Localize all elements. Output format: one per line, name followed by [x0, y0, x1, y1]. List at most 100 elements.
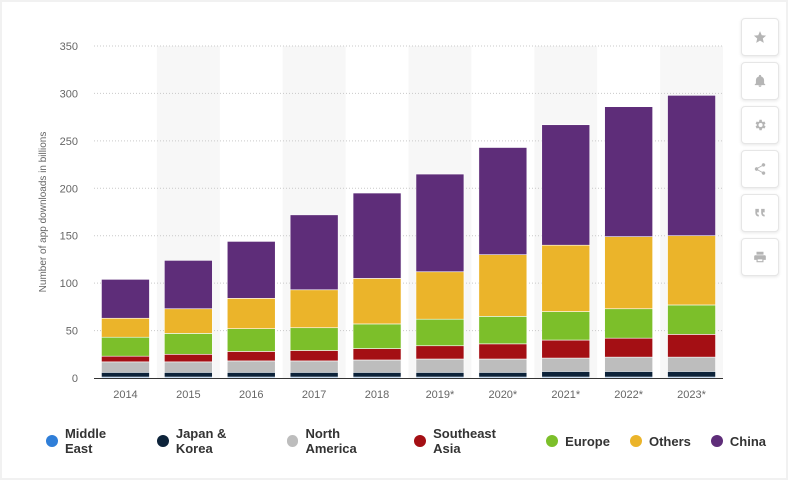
bar-segment-europe [478, 316, 528, 345]
legend-label: Southeast Asia [433, 426, 496, 456]
bar-segment-southeast-asia [352, 348, 402, 361]
legend: Middle East Japan & Korea North America Sou… [46, 426, 786, 456]
legend-item[interactable]: Southeast Asia [414, 426, 526, 456]
legend-item[interactable]: Middle East [46, 426, 137, 456]
cite-button[interactable] [741, 194, 779, 232]
legend-marker [46, 435, 58, 447]
y-axis-label: Number of app downloads in billions [38, 132, 49, 293]
bar-segment-japan-korea [415, 372, 465, 378]
favorite-button[interactable] [741, 18, 779, 56]
bar-segment-others [101, 317, 150, 338]
bar-segment-china [101, 279, 150, 319]
toolbar [741, 18, 779, 276]
y-tick-label: 300 [60, 88, 78, 100]
bar-segment-north-america [226, 360, 276, 373]
gear-icon [755, 119, 766, 131]
x-tick-label: 2015 [176, 389, 200, 401]
bar-segment-others [164, 308, 213, 334]
bar-segment-southeast-asia [226, 351, 276, 362]
legend-marker [414, 435, 427, 447]
legend-label: Middle East [64, 426, 107, 456]
y-tick-label: 100 [60, 278, 78, 290]
settings-button[interactable] [741, 106, 779, 144]
bar-segment-japan-korea [289, 372, 339, 378]
bar-segment-southeast-asia [164, 353, 213, 363]
legend-label: Europe [565, 433, 610, 449]
bar-segment-china [164, 260, 213, 310]
bar-segment-others [478, 254, 528, 317]
bar-segment-china [667, 95, 716, 237]
bar-segment-japan-korea [541, 371, 591, 378]
share-button[interactable] [741, 150, 779, 188]
bar-segment-japan-korea [164, 372, 213, 378]
bar-segment-southeast-asia [541, 339, 591, 359]
bar-segment-north-america [541, 357, 591, 372]
bar-segment-japan-korea [226, 372, 276, 378]
bar-segment-others [667, 235, 716, 306]
bar-segment-north-america [667, 356, 716, 372]
y-tick-label: 250 [60, 136, 78, 148]
bar-segment-china [415, 173, 465, 273]
bar-segment-japan-korea [352, 372, 402, 378]
bar-segment-europe [164, 333, 213, 355]
print-button[interactable] [741, 238, 779, 276]
legend-label: North America [305, 426, 357, 456]
legend-item[interactable]: Others [629, 433, 691, 449]
y-tick-label: 50 [66, 326, 78, 338]
x-tick-label: 2022* [614, 389, 643, 401]
bar-segment-southeast-asia [415, 345, 465, 360]
x-tick-label: 2014 [113, 389, 137, 401]
bar-segment-europe [604, 308, 653, 339]
bar-segment-others [352, 278, 402, 325]
print-icon [754, 251, 766, 263]
legend-item[interactable]: Japan & Korea [156, 426, 267, 456]
legend-marker [156, 435, 169, 447]
y-tick-label: 0 [72, 373, 78, 385]
x-tick-label: 2017 [302, 389, 326, 401]
x-tick-label: 2018 [365, 389, 389, 401]
legend-item[interactable]: China [710, 434, 766, 449]
legend-marker [629, 435, 642, 447]
bar-segment-others [415, 271, 465, 320]
notification-button[interactable] [741, 62, 779, 100]
x-tick-label: 2019* [426, 389, 455, 401]
bar-segment-north-america [604, 356, 653, 372]
x-tick-label: 2016 [239, 389, 263, 401]
legend-label: Japan & Korea [175, 426, 227, 456]
bar-segment-north-america [101, 361, 150, 373]
bar-segment-europe [667, 304, 716, 335]
y-tick-label: 350 [60, 41, 78, 53]
bar-segment-europe [352, 323, 402, 349]
bar-segment-north-america [352, 359, 402, 373]
bar-segment-southeast-asia [667, 334, 716, 358]
share-icon [754, 163, 766, 175]
quote-icon [755, 208, 765, 217]
legend-item[interactable]: North America [286, 426, 395, 456]
bar-segment-southeast-asia [478, 343, 528, 360]
bar-segment-north-america [289, 360, 339, 373]
bar-segment-north-america [478, 358, 528, 373]
legend-marker [546, 435, 559, 447]
bar-segment-china [541, 124, 591, 246]
bar-segment-japan-korea [478, 372, 528, 378]
bar-segment-north-america [415, 358, 465, 373]
y-tick-label: 200 [60, 183, 78, 195]
bar-segment-southeast-asia [289, 350, 339, 362]
bar-segment-others [289, 289, 339, 329]
bar-segment-others [604, 236, 653, 310]
bar-segment-europe [541, 311, 591, 341]
bar-segment-europe [415, 318, 465, 347]
x-tick-label: 2020* [488, 389, 517, 401]
bar-segment-japan-korea [604, 371, 653, 378]
bar-segment-others [541, 244, 591, 312]
bar-segment-north-america [164, 361, 213, 373]
bar-segment-china [478, 147, 528, 255]
bar-segment-china [226, 241, 276, 299]
legend-item[interactable]: Europe [546, 434, 610, 449]
y-tick-label: 150 [60, 231, 78, 243]
legend-label: Others [648, 433, 691, 449]
bar-segment-europe [226, 328, 276, 352]
bar-segment-china [289, 214, 339, 291]
